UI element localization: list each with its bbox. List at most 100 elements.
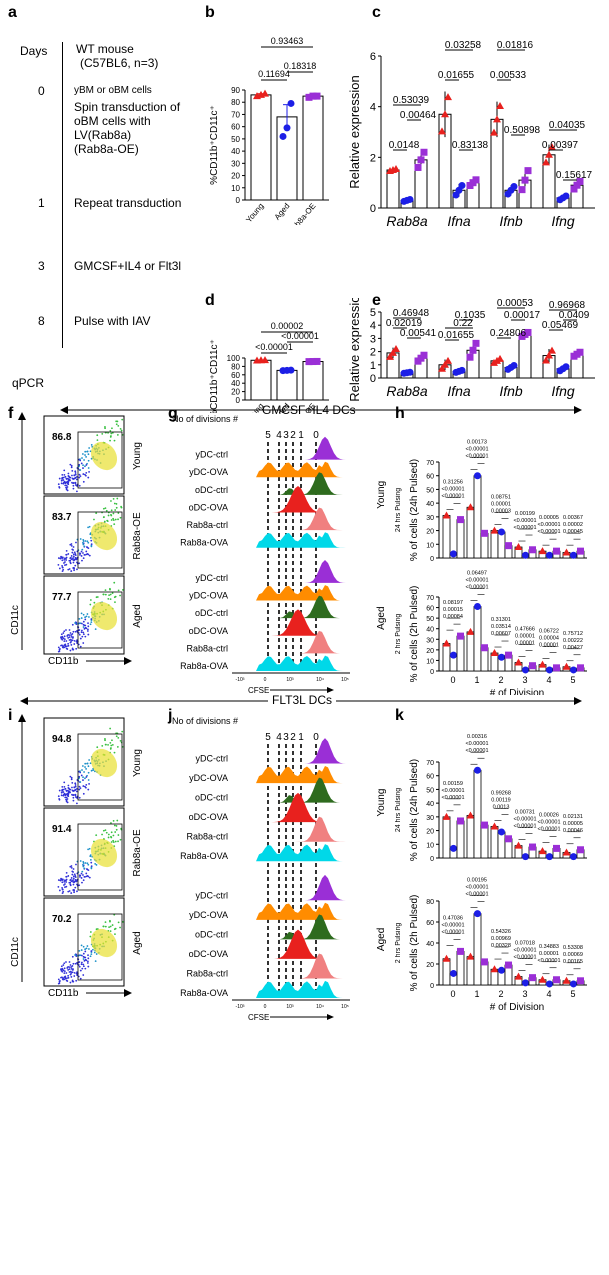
bar-div2-young — [490, 826, 499, 859]
y-tick-label: 4 — [370, 320, 376, 332]
facs-event — [66, 645, 68, 647]
facs-event — [96, 434, 99, 437]
facs-event — [68, 629, 71, 631]
sample-label: yDC-OVA — [189, 773, 228, 783]
facs-event — [101, 744, 104, 747]
data-point — [474, 910, 481, 918]
p-value: 0.01816 — [497, 40, 534, 51]
data-point — [522, 853, 529, 861]
facs-event — [62, 632, 65, 634]
p-value: 0.00427 — [563, 645, 583, 651]
facs-event — [73, 891, 75, 894]
data-point — [490, 526, 499, 534]
facs-event — [69, 878, 72, 881]
p-value: 0.99268 — [491, 790, 511, 796]
chart-d: 020406080100%CD11b⁺CD11c⁺YoungAgedRab8a-… — [209, 321, 329, 413]
facs-event — [63, 962, 66, 965]
facs-event — [72, 561, 75, 564]
facs-event — [70, 892, 73, 894]
facs-event — [71, 870, 74, 873]
facs-event — [79, 459, 82, 462]
facs-event — [84, 624, 87, 627]
data-point — [305, 358, 313, 366]
facs-event — [64, 886, 66, 888]
facs-event — [84, 454, 86, 456]
y-tick-label: 0 — [370, 373, 376, 385]
facs-event — [109, 598, 112, 601]
facs-event — [74, 785, 77, 788]
row-label: Young — [132, 442, 143, 470]
facs-event — [64, 793, 66, 796]
facs-event — [94, 960, 97, 963]
y-tick-label: 10 — [426, 658, 434, 665]
division-number: 4 — [276, 732, 282, 743]
facs-event — [105, 743, 107, 746]
p-value: <0.00001 — [537, 529, 560, 535]
facs-event — [61, 565, 63, 567]
y-tick-label: 90 — [231, 86, 240, 95]
bar-div0-rab8a-oe — [456, 635, 465, 672]
facs-event — [65, 488, 68, 491]
facs-event — [65, 484, 68, 487]
data-point — [466, 811, 475, 819]
facs-event — [71, 955, 74, 958]
facs-event — [64, 796, 67, 799]
facs-event — [111, 592, 114, 594]
y-tick-label: 20 — [426, 529, 434, 536]
group-label-young: Young — [376, 789, 387, 817]
facs-event — [115, 506, 118, 509]
data-point — [472, 339, 480, 347]
facs-event — [87, 628, 89, 631]
panel-label-j: j — [168, 707, 173, 724]
facs-event — [74, 886, 77, 889]
division-number: 4 — [276, 430, 282, 441]
flt3l-arrow-right — [574, 697, 582, 705]
facs-event — [66, 648, 69, 650]
facs-event — [76, 568, 78, 571]
facs-event — [67, 974, 70, 977]
data-point — [458, 366, 466, 374]
data-point — [577, 664, 584, 672]
facs-event — [119, 926, 121, 929]
facs-event — [59, 648, 61, 650]
facs-event — [88, 616, 90, 618]
p-value: 0.00017 — [504, 310, 541, 321]
facs-event — [75, 541, 77, 544]
facs-event — [110, 509, 113, 512]
data-point — [562, 548, 571, 556]
facs-event — [74, 470, 77, 473]
data-point — [577, 977, 584, 985]
facs-event — [62, 890, 65, 893]
facs-event — [66, 480, 69, 483]
data-point — [414, 163, 422, 171]
facs-event — [82, 473, 85, 475]
facs-event — [82, 952, 85, 955]
data-point — [514, 972, 523, 980]
histogram-ydc-ova — [232, 585, 346, 601]
facs-event — [80, 954, 83, 957]
facs-event — [80, 555, 83, 557]
facs-event — [107, 743, 109, 746]
facs-event — [61, 888, 64, 891]
pulsing-label: 2 hrs Pulsing — [395, 923, 402, 964]
data-point — [577, 846, 584, 854]
p-value: <0.00001 — [441, 922, 464, 928]
facs-event — [71, 548, 74, 551]
y-tick-label: 20 — [426, 648, 434, 655]
facs-event — [78, 476, 81, 479]
facs-event — [104, 738, 106, 740]
bar-div2-aged — [497, 531, 506, 559]
facs-event — [79, 969, 82, 972]
facs-event — [67, 890, 70, 893]
facs-event — [72, 877, 75, 880]
facs-event — [72, 962, 75, 965]
facs-event — [81, 541, 84, 544]
facs-event — [76, 787, 78, 790]
division-number: 2 — [290, 732, 296, 743]
p-value: 0.00607 — [491, 631, 511, 637]
y-tick-label: 50 — [231, 135, 240, 144]
facs-event — [81, 863, 84, 866]
facs-event — [117, 736, 120, 739]
p-value: 0.00003 — [491, 509, 511, 515]
data-point — [313, 92, 321, 100]
